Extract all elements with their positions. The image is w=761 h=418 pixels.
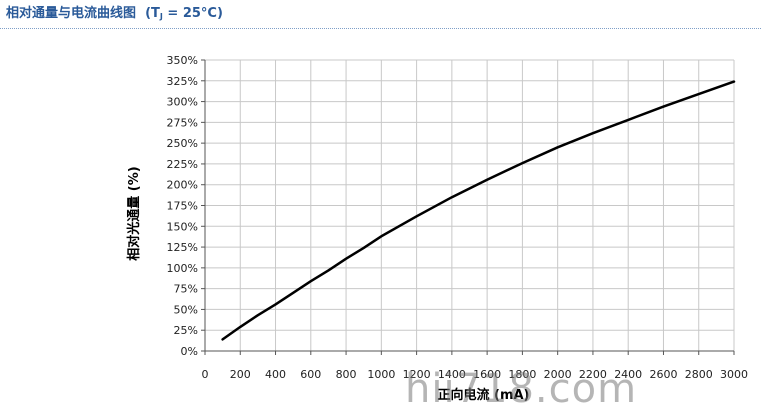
y-tick-label: 200% xyxy=(167,179,198,192)
x-axis-label: 正向电流 (mA) xyxy=(437,387,529,403)
y-tick-label: 325% xyxy=(167,75,198,88)
x-tick-label: 200 xyxy=(230,368,251,381)
y-tick-label: 50% xyxy=(174,303,198,316)
y-tick-label: 25% xyxy=(174,324,198,337)
y-tick-label: 275% xyxy=(167,116,198,129)
y-tick-label: 100% xyxy=(167,262,198,275)
y-tick-labels: 0% 25% 50% 75% 100% 125% 150% 175% 200% 225% 250% 2… xyxy=(167,54,198,358)
y-tick-label: 225% xyxy=(167,158,198,171)
data-point xyxy=(222,338,224,340)
data-point xyxy=(380,235,382,237)
y-tick-label: 75% xyxy=(174,283,198,296)
data-point xyxy=(592,132,594,134)
x-tick-label: 600 xyxy=(300,368,321,381)
data-point xyxy=(451,196,453,198)
chart-series xyxy=(221,80,736,341)
data-point xyxy=(557,146,559,148)
chart-axes xyxy=(201,59,735,355)
data-point xyxy=(416,215,418,217)
y-tick-label: 250% xyxy=(167,137,198,150)
data-point xyxy=(363,247,365,249)
heading-condition: (TJ = 25°C) xyxy=(145,6,223,21)
x-tick-label: 2200 xyxy=(579,368,607,381)
data-point xyxy=(345,258,347,260)
heading-title: 相对通量与电流曲线图 xyxy=(6,6,137,21)
data-point xyxy=(486,179,488,181)
x-tick-label: 1000 xyxy=(367,368,395,381)
x-tick-label: 2000 xyxy=(544,368,572,381)
data-point xyxy=(274,303,277,306)
data-point xyxy=(627,119,629,121)
y-axis-label: 相对光通量 (%) xyxy=(126,166,142,260)
data-point xyxy=(698,93,700,95)
y-tick-label: 300% xyxy=(167,96,198,109)
data-point xyxy=(239,326,241,328)
chart-grid xyxy=(205,59,735,351)
heading-divider xyxy=(0,28,761,29)
x-tick-label: 2600 xyxy=(649,368,677,381)
x-tick-label: 800 xyxy=(336,368,357,381)
series-line xyxy=(221,80,736,341)
data-point xyxy=(733,81,735,83)
data-point xyxy=(327,269,330,271)
y-tick-label: 350% xyxy=(167,54,198,67)
x-tick-label: 2400 xyxy=(614,368,642,381)
y-tick-label: 175% xyxy=(167,200,198,213)
y-tick-label: 150% xyxy=(167,220,198,233)
x-tick-label: 1600 xyxy=(473,368,501,381)
x-tick-label: 400 xyxy=(265,368,286,381)
x-tick-labels: 0 200 400 600 800 1000 1200 1400 1600 1800 2000 220… xyxy=(202,368,749,381)
page-heading: 相对通量与电流曲线图 (TJ = 25°C) xyxy=(6,2,223,21)
data-point xyxy=(292,292,294,294)
x-tick-label: 0 xyxy=(202,368,209,381)
x-tick-label: 2800 xyxy=(685,368,713,381)
y-tick-label: 0% xyxy=(181,345,198,358)
data-point xyxy=(662,105,665,108)
y-tick-label: 125% xyxy=(167,241,198,254)
data-point xyxy=(310,280,312,282)
x-tick-label: 1400 xyxy=(438,368,466,381)
watermark-text: hii718.com xyxy=(405,366,638,412)
data-point xyxy=(521,162,524,164)
x-tick-label: 1200 xyxy=(403,368,431,381)
data-point xyxy=(257,314,259,316)
x-tick-label: 1800 xyxy=(508,368,536,381)
x-tick-label: 3000 xyxy=(720,368,748,381)
